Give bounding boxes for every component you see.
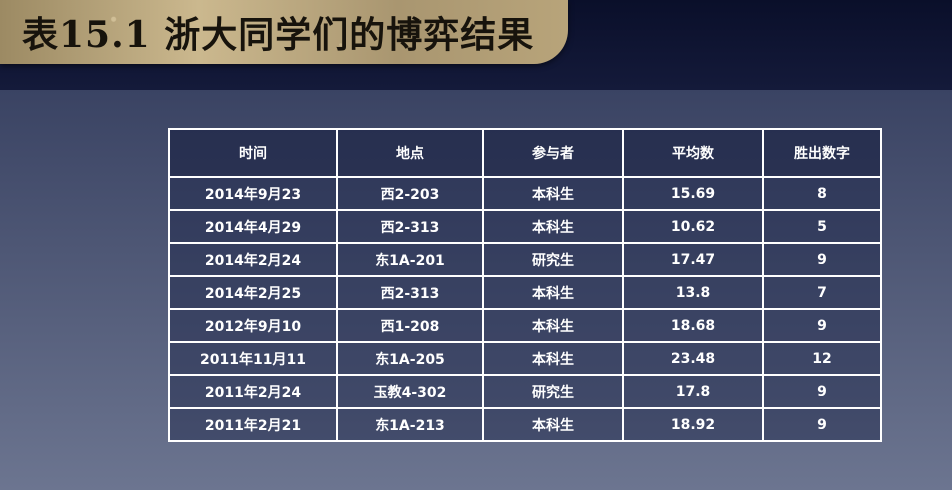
cell-average: 15.69 [622, 176, 764, 211]
table-row: 2011年2月21 东1A-213 本科生 18.92 9 [168, 407, 882, 442]
header-time: 时间 [168, 128, 338, 178]
cell-winning-number: 9 [762, 308, 882, 343]
cell-average: 10.62 [622, 209, 764, 244]
cell-participants: 研究生 [482, 374, 624, 409]
table-row: 2014年2月25 西2-313 本科生 13.8 7 [168, 275, 882, 310]
cell-location: 玉教4-302 [336, 374, 484, 409]
cell-participants: 本科生 [482, 308, 624, 343]
cell-location: 东1A-213 [336, 407, 484, 442]
cell-time: 2014年9月23 [168, 176, 338, 211]
page-title: 表15.1 浙大同学们的博弈结果 [22, 14, 535, 56]
cell-time: 2012年9月10 [168, 308, 338, 343]
title-banner: 表15.1 浙大同学们的博弈结果 [0, 0, 568, 64]
results-table: 时间 地点 参与者 平均数 胜出数字 2014年9月23 西2-203 本科生 … [168, 128, 882, 442]
cell-participants: 研究生 [482, 242, 624, 277]
cell-time: 2014年2月24 [168, 242, 338, 277]
table-row: 2011年2月24 玉教4-302 研究生 17.8 9 [168, 374, 882, 409]
table-header-row: 时间 地点 参与者 平均数 胜出数字 [168, 128, 882, 178]
header-participants: 参与者 [482, 128, 624, 178]
cell-participants: 本科生 [482, 176, 624, 211]
cell-winning-number: 8 [762, 176, 882, 211]
cell-average: 18.68 [622, 308, 764, 343]
cell-winning-number: 7 [762, 275, 882, 310]
header-winning-number: 胜出数字 [762, 128, 882, 178]
table-row: 2014年2月24 东1A-201 研究生 17.47 9 [168, 242, 882, 277]
cell-winning-number: 9 [762, 242, 882, 277]
cell-participants: 本科生 [482, 407, 624, 442]
cell-winning-number: 9 [762, 407, 882, 442]
cell-average: 17.8 [622, 374, 764, 409]
cell-winning-number: 5 [762, 209, 882, 244]
cell-average: 13.8 [622, 275, 764, 310]
table-row: 2011年11月11 东1A-205 本科生 23.48 12 [168, 341, 882, 376]
cell-location: 西2-313 [336, 275, 484, 310]
cell-location: 东1A-205 [336, 341, 484, 376]
cell-location: 西1-208 [336, 308, 484, 343]
cell-average: 18.92 [622, 407, 764, 442]
header-average: 平均数 [622, 128, 764, 178]
cell-time: 2014年2月25 [168, 275, 338, 310]
header-location: 地点 [336, 128, 484, 178]
cell-winning-number: 12 [762, 341, 882, 376]
cell-participants: 本科生 [482, 275, 624, 310]
cell-location: 西2-313 [336, 209, 484, 244]
cell-winning-number: 9 [762, 374, 882, 409]
cell-time: 2011年2月24 [168, 374, 338, 409]
cell-participants: 本科生 [482, 341, 624, 376]
cell-location: 东1A-201 [336, 242, 484, 277]
table-row: 2012年9月10 西1-208 本科生 18.68 9 [168, 308, 882, 343]
cell-participants: 本科生 [482, 209, 624, 244]
cell-time: 2014年4月29 [168, 209, 338, 244]
cell-location: 西2-203 [336, 176, 484, 211]
cell-average: 23.48 [622, 341, 764, 376]
cell-average: 17.47 [622, 242, 764, 277]
cell-time: 2011年2月21 [168, 407, 338, 442]
results-table-container: 时间 地点 参与者 平均数 胜出数字 2014年9月23 西2-203 本科生 … [168, 128, 882, 442]
cell-time: 2011年11月11 [168, 341, 338, 376]
table-row: 2014年4月29 西2-313 本科生 10.62 5 [168, 209, 882, 244]
table-row: 2014年9月23 西2-203 本科生 15.69 8 [168, 176, 882, 211]
